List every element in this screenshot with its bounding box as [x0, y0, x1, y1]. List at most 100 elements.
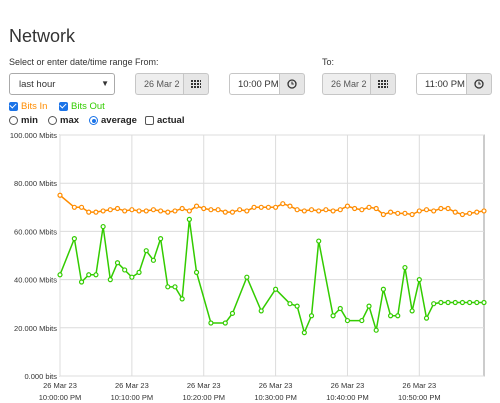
from-clock-button[interactable] [279, 73, 305, 95]
x-tick-time: 10:00:00 PM [39, 393, 82, 402]
data-point-bits-in [100, 208, 106, 214]
radio-max-control[interactable] [48, 116, 57, 125]
network-chart: 100.000 Mbits 80.000 Mbits 60.000 Mbits 40.… [10, 131, 487, 402]
radio-max[interactable]: max [48, 115, 79, 126]
data-point-bits-in [373, 205, 379, 212]
data-point-bits-in [445, 205, 451, 212]
data-point-bits-out [402, 264, 408, 271]
data-point-bits-out [438, 299, 444, 306]
data-point-bits-in [395, 210, 401, 216]
data-point-bits-in [186, 208, 192, 214]
radio-min-label: min [21, 115, 38, 126]
toggle-actual[interactable]: actual [145, 115, 184, 126]
data-point-bits-in [107, 207, 113, 213]
data-point-bits-in [402, 210, 408, 216]
data-point-bits-in [179, 205, 185, 212]
to-label: To: [322, 57, 335, 67]
data-point-bits-out [100, 223, 106, 230]
data-point-bits-in [287, 203, 293, 209]
data-point-bits-out [78, 279, 85, 285]
bits-out-label: Bits Out [71, 101, 105, 112]
data-point-bits-out [287, 301, 293, 307]
to-clock-button[interactable] [466, 73, 492, 95]
range-label: Select or enter date/time range [9, 57, 133, 67]
data-point-bits-in [359, 207, 365, 213]
x-tick-date: 26 Mar 23 [402, 381, 436, 390]
data-point-bits-out [373, 327, 379, 333]
data-point-bits-in [208, 207, 214, 213]
data-point-bits-in [330, 208, 336, 214]
data-point-bits-in [143, 208, 149, 214]
y-tick-label: 0.000 bits [24, 372, 57, 381]
data-point-bits-out [186, 216, 192, 222]
from-date-input[interactable]: 26 Mar 2 [135, 73, 183, 95]
range-select[interactable]: last hour ▼ [9, 73, 115, 95]
y-tick-label: 40.000 Mbits [14, 276, 57, 285]
to-date-input[interactable]: 26 Mar 2 [322, 73, 370, 95]
bits-in-checkbox[interactable] [9, 102, 18, 111]
data-point-bits-out [172, 284, 178, 290]
from-calendar-button[interactable] [183, 73, 209, 95]
data-point-bits-out [452, 299, 458, 306]
toggle-bits-out[interactable]: Bits Out [59, 101, 105, 112]
radio-min-control[interactable] [9, 116, 18, 125]
data-point-bits-out [409, 308, 415, 314]
data-point-bits-in [323, 207, 329, 213]
data-point-bits-out [330, 313, 336, 319]
radio-min[interactable]: min [9, 115, 38, 126]
actual-checkbox[interactable] [145, 116, 154, 125]
calendar-icon [191, 79, 201, 88]
data-point-bits-in [280, 201, 286, 207]
data-point-bits-out [57, 272, 63, 278]
to-calendar-button[interactable] [370, 73, 396, 95]
data-point-bits-out [143, 248, 149, 254]
data-point-bits-in [201, 205, 207, 212]
data-point-bits-out [387, 313, 394, 319]
data-point-bits-in [308, 207, 315, 213]
toggle-bits-in[interactable]: Bits In [9, 101, 47, 112]
data-point-bits-in [193, 203, 200, 209]
data-point-bits-in [57, 192, 63, 198]
radio-average[interactable]: average [89, 115, 137, 126]
data-point-bits-out [71, 236, 77, 242]
data-point-bits-in [474, 209, 480, 215]
data-point-bits-out [459, 299, 466, 306]
data-point-bits-out [474, 299, 480, 306]
radio-average-control[interactable] [89, 116, 98, 125]
y-tick-label: 80.000 Mbits [14, 179, 57, 188]
data-point-bits-in [438, 205, 444, 212]
data-point-bits-out [431, 301, 437, 307]
data-point-bits-out [380, 286, 386, 292]
data-point-bits-in [129, 207, 135, 213]
data-point-bits-in [237, 207, 243, 213]
y-tick-label: 60.000 Mbits [14, 227, 57, 236]
data-point-bits-out [114, 260, 121, 266]
data-point-bits-in [380, 211, 386, 218]
data-point-bits-in [272, 204, 279, 210]
from-time-input[interactable]: 10:00 PM [229, 73, 279, 95]
data-point-bits-in [366, 204, 372, 210]
data-point-bits-out [222, 320, 228, 326]
data-point-bits-in [244, 208, 250, 214]
data-point-bits-in [165, 209, 171, 215]
data-point-bits-out [129, 274, 135, 280]
data-point-bits-out [86, 272, 92, 278]
to-time-input[interactable]: 11:00 PM [416, 73, 466, 95]
data-point-bits-out [344, 317, 351, 324]
data-point-bits-in [423, 207, 430, 213]
data-point-bits-in [431, 208, 437, 214]
bits-out-checkbox[interactable] [59, 102, 68, 111]
y-tick-label: 100.000 Mbits [10, 131, 57, 140]
data-point-bits-in [78, 204, 85, 210]
data-point-bits-out [272, 286, 279, 292]
data-point-bits-in [265, 204, 272, 210]
data-point-bits-in [387, 209, 394, 215]
actual-label: actual [157, 115, 185, 126]
data-point-bits-out [416, 277, 422, 283]
clock-icon [287, 79, 297, 89]
x-tick-time: 10:30:00 PM [254, 393, 297, 402]
x-tick-time: 10:40:00 PM [326, 393, 369, 402]
range-select-value: last hour [19, 79, 56, 90]
data-point-bits-out [481, 299, 487, 306]
data-point-bits-out [93, 272, 99, 278]
